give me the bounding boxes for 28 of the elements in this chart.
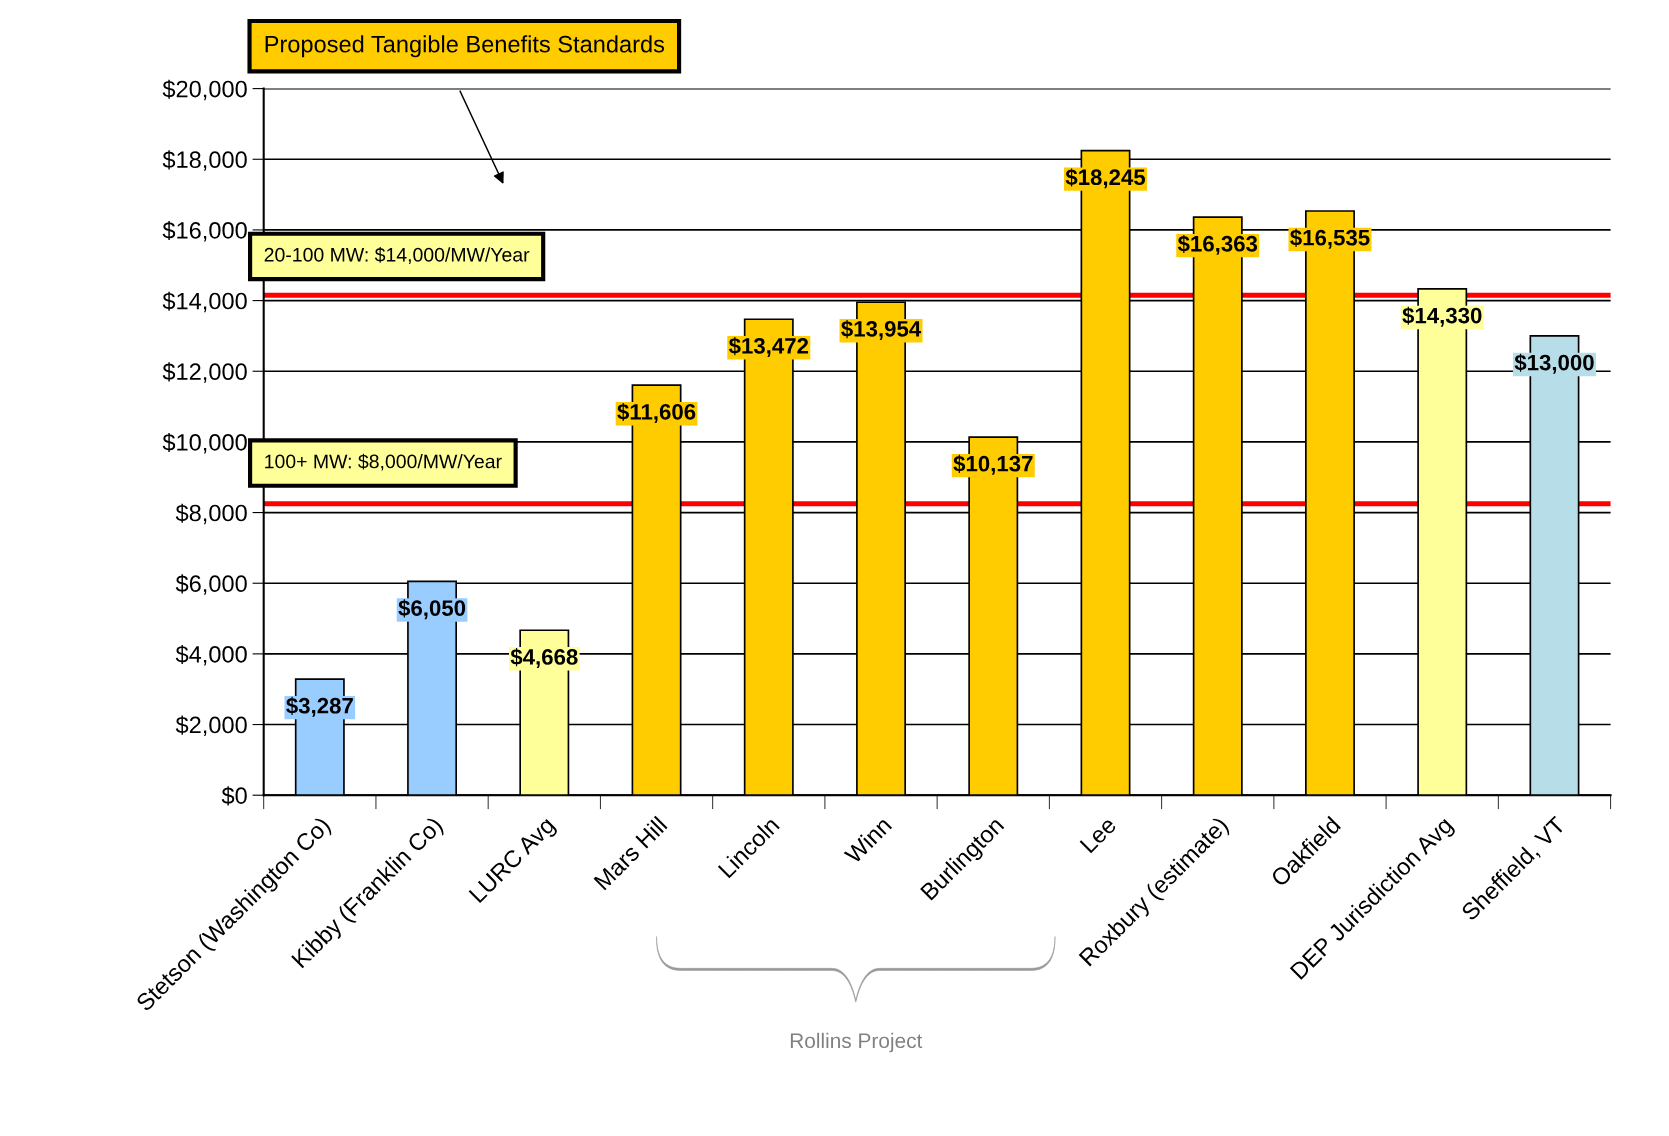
y-tick-label: $18,000: [162, 150, 247, 171]
y-tick-label: $10,000: [162, 432, 247, 454]
text: Rollins Project: [790, 1032, 923, 1053]
y-tick-label: $12,000: [162, 362, 247, 383]
y-tick-label: $20,000: [162, 79, 247, 101]
data-label: $10,137: [953, 454, 1033, 475]
x-tick-label: Lee: [1079, 816, 1118, 854]
data-label: $4,668: [510, 648, 578, 668]
y-tick-label: $16,000: [162, 221, 247, 242]
data-label: $3,287: [286, 696, 353, 717]
y-tick-label: $4,000: [175, 644, 247, 666]
data-label: $11,606: [617, 402, 696, 423]
y-tick-label: $8,000: [175, 503, 247, 525]
y-tick-label: $14,000: [162, 291, 247, 313]
data-label: $13,000: [1514, 353, 1594, 374]
text: Proposed Tangible Benefits Standards: [265, 35, 665, 58]
annotation: 100+ MW: $8,000/MW/Year: [265, 453, 502, 471]
y-tick-label: $0: [221, 786, 247, 806]
y-tick-label: $6,000: [175, 574, 247, 595]
data-label: $18,245: [1065, 168, 1146, 189]
data-label: $14,330: [1402, 306, 1482, 327]
y-tick-label: $2,000: [175, 715, 247, 737]
data-label: $13,472: [728, 337, 809, 357]
data-label: $16,363: [1177, 234, 1258, 255]
data-label: $13,954: [841, 320, 922, 340]
data-label: $6,050: [398, 599, 466, 620]
data-label: $16,535: [1290, 228, 1370, 249]
annotation: 20-100 MW: $14,000/MW/Year: [264, 247, 530, 264]
